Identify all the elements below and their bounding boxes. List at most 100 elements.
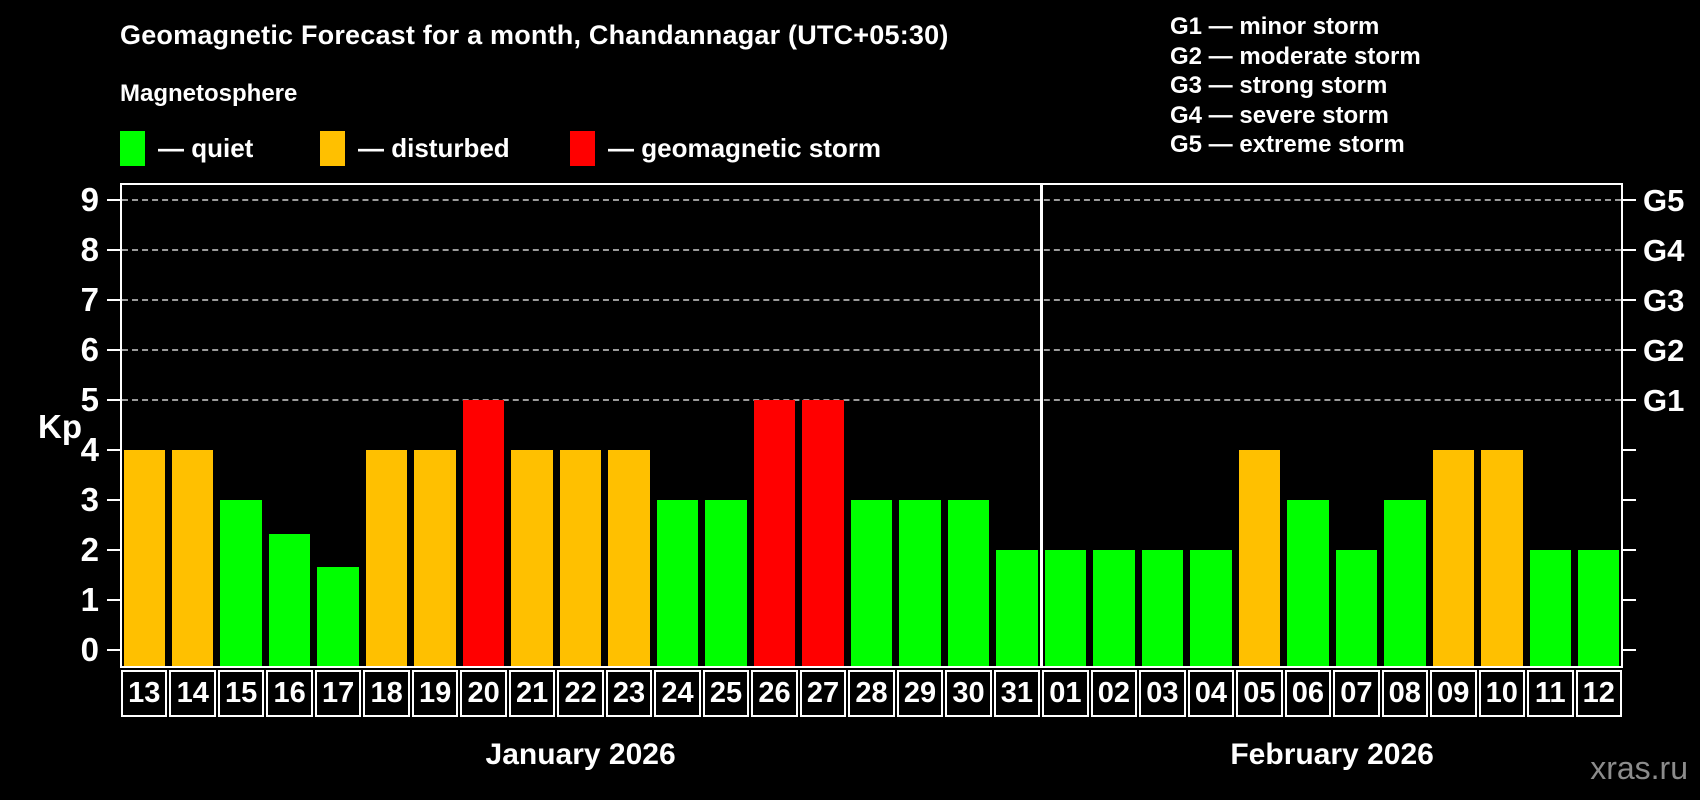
kp-bar-30: [947, 500, 990, 666]
date-label-21: 21: [508, 670, 556, 717]
right-tick-kp8: [1623, 249, 1636, 251]
date-label-08: 08: [1381, 670, 1429, 717]
kp-bar-24: [656, 500, 699, 666]
left-tick-kp4: [107, 449, 120, 451]
kp-bar-31: [996, 550, 1038, 666]
date-label-10: 10: [1478, 670, 1526, 717]
kp-bar-13: [123, 450, 165, 666]
date-label-09: 09: [1430, 670, 1477, 717]
y-tick-label-4: 4: [80, 431, 99, 468]
date-label-02: 02: [1090, 670, 1138, 717]
g-scale-label-g4: G4: [1643, 233, 1685, 268]
kp-bar-16: [268, 533, 311, 666]
left-tick-kp9: [107, 199, 120, 201]
kp-bar-12: [1578, 550, 1620, 666]
right-tick-kp4: [1623, 449, 1636, 451]
g-scale-label-g1: G1: [1643, 383, 1685, 418]
y-tick-label-1: 1: [80, 581, 99, 618]
g-legend-line-5: G5 — extreme storm: [1170, 131, 1405, 158]
y-tick-label-6: 6: [80, 331, 99, 368]
date-label-03: 03: [1139, 670, 1186, 717]
kp-bar-21: [511, 450, 553, 666]
kp-bar-01: [1044, 550, 1087, 666]
legend-item-quiet: — quiet: [120, 130, 253, 166]
chart-title: Geomagnetic Forecast for a month, Chanda…: [120, 20, 949, 50]
y-tick-label-3: 3: [80, 481, 99, 518]
date-label-16: 16: [266, 670, 313, 717]
kp-bar-28: [850, 500, 893, 666]
right-tick-kp6: [1623, 349, 1636, 351]
right-tick-kp5: [1623, 399, 1636, 401]
date-label-20: 20: [460, 670, 507, 717]
kp-bar-15: [220, 500, 262, 666]
kp-bar-25: [705, 500, 747, 666]
date-label-26: 26: [751, 670, 798, 717]
date-label-15: 15: [217, 670, 265, 717]
watermark: xras.ru: [1590, 750, 1688, 786]
kp-bar-18: [365, 450, 408, 666]
y-axis-title: Kp: [38, 408, 82, 445]
month-label-february: February 2026: [1230, 738, 1434, 771]
date-label-11: 11: [1527, 670, 1574, 717]
kp-bar-17: [317, 566, 359, 666]
date-label-13: 13: [121, 670, 168, 717]
right-tick-kp2: [1623, 549, 1636, 551]
date-label-19: 19: [411, 670, 459, 717]
left-tick-kp8: [107, 249, 120, 251]
kp-bar-27: [802, 400, 844, 666]
kp-bar-14: [171, 450, 214, 666]
kp-bar-07: [1335, 550, 1378, 666]
left-tick-kp7: [107, 299, 120, 301]
date-label-23: 23: [605, 670, 653, 717]
date-label-06: 06: [1284, 670, 1332, 717]
date-label-24: 24: [654, 670, 701, 717]
storm-color-swatch: [570, 130, 595, 166]
date-label-04: 04: [1187, 670, 1235, 717]
y-tick-label-2: 2: [80, 531, 99, 568]
y-tick-label-7: 7: [80, 281, 99, 318]
kp-bar-23: [608, 450, 650, 666]
date-label-29: 29: [896, 670, 944, 717]
date-label-31: 31: [993, 670, 1041, 717]
left-tick-kp2: [107, 549, 120, 551]
right-tick-kp9: [1623, 199, 1636, 201]
g-legend-line-4: G4 — severe storm: [1170, 101, 1389, 129]
left-tick-kp1: [107, 599, 120, 601]
kp-bar-08: [1384, 500, 1426, 666]
kp-bar-10: [1481, 450, 1523, 666]
y-tick-label-5: 5: [80, 381, 99, 418]
g-scale-label-g5: G5: [1643, 183, 1685, 218]
legend-item-storm: — geomagnetic storm: [570, 130, 881, 166]
month-separator: [1039, 185, 1043, 666]
g-legend-line-3: G3 — strong storm: [1170, 72, 1388, 99]
y-tick-label-0: 0: [80, 631, 99, 668]
y-tick-label-9: 9: [80, 181, 99, 218]
kp-bar-04: [1190, 550, 1232, 666]
left-tick-kp5: [107, 399, 120, 401]
kp-bar-11: [1529, 550, 1571, 666]
date-label-17: 17: [314, 670, 362, 717]
gridline-kp8: [122, 249, 1621, 251]
gridline-kp9: [122, 199, 1621, 201]
right-tick-kp7: [1623, 299, 1636, 301]
date-label-27: 27: [799, 670, 847, 717]
legend-label: — geomagnetic storm: [608, 132, 882, 163]
kp-bar-09: [1432, 450, 1475, 666]
gridline-kp7: [122, 299, 1621, 301]
month-label-january: January 2026: [485, 738, 676, 771]
left-tick-kp3: [107, 499, 120, 501]
date-label-12: 12: [1575, 670, 1622, 717]
date-label-30: 30: [945, 670, 992, 717]
kp-bar-19: [414, 450, 456, 666]
kp-bar-29: [899, 500, 941, 666]
kp-bar-05: [1238, 450, 1281, 666]
kp-bar-20: [462, 400, 505, 666]
date-label-28: 28: [848, 670, 895, 717]
g-legend-line-2: G2 — moderate storm: [1170, 42, 1421, 70]
kp-bar-26: [753, 400, 796, 666]
left-tick-kp6: [107, 349, 120, 351]
date-label-18: 18: [363, 670, 410, 717]
date-label-14: 14: [169, 670, 216, 717]
legend-label: — disturbed: [358, 132, 510, 163]
